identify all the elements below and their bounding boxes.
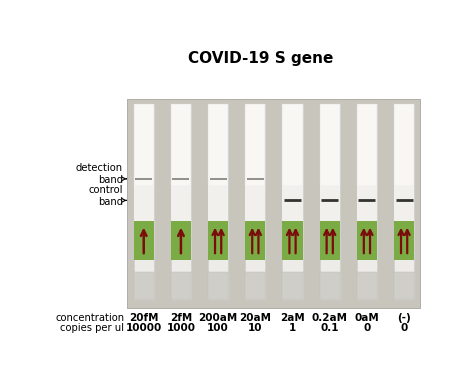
- Text: 100: 100: [207, 322, 229, 333]
- Text: 0: 0: [363, 322, 371, 333]
- Text: 0.1: 0.1: [320, 322, 339, 333]
- Bar: [357, 104, 377, 299]
- Bar: [357, 221, 377, 260]
- Bar: [171, 186, 191, 221]
- Bar: [394, 221, 414, 260]
- Bar: [245, 186, 265, 221]
- Bar: [319, 272, 340, 299]
- Bar: [283, 272, 302, 299]
- Text: 10000: 10000: [126, 322, 162, 333]
- Bar: [245, 221, 265, 260]
- Bar: [134, 104, 154, 299]
- Bar: [319, 104, 340, 299]
- Bar: [171, 104, 191, 299]
- Bar: [208, 104, 228, 186]
- Text: detection
band: detection band: [76, 163, 123, 185]
- Text: 2fM: 2fM: [170, 314, 192, 323]
- Bar: [171, 104, 191, 186]
- Bar: [245, 272, 265, 299]
- Text: 1000: 1000: [166, 322, 195, 333]
- Bar: [245, 104, 265, 186]
- Text: copies per ul: copies per ul: [60, 322, 124, 333]
- Text: 10: 10: [248, 322, 263, 333]
- Text: 0.2aM: 0.2aM: [312, 314, 348, 323]
- Text: 2aM: 2aM: [280, 314, 305, 323]
- Text: 200aM: 200aM: [199, 314, 238, 323]
- Bar: [245, 104, 265, 299]
- Bar: [208, 186, 228, 221]
- Bar: [134, 221, 154, 260]
- Bar: [319, 186, 340, 221]
- Bar: [134, 272, 154, 299]
- Bar: [357, 186, 377, 221]
- Bar: [134, 186, 154, 221]
- Bar: [394, 104, 414, 299]
- Bar: [319, 104, 340, 186]
- Bar: [134, 104, 154, 186]
- Bar: [171, 221, 191, 260]
- Bar: [171, 272, 191, 299]
- Bar: [394, 104, 414, 186]
- Bar: [283, 104, 302, 299]
- Text: 0: 0: [401, 322, 408, 333]
- Bar: [357, 272, 377, 299]
- Text: 0aM: 0aM: [355, 314, 379, 323]
- Bar: [128, 99, 420, 308]
- Bar: [283, 104, 302, 186]
- Bar: [394, 272, 414, 299]
- Text: 20fM: 20fM: [129, 314, 158, 323]
- Text: 1: 1: [289, 322, 296, 333]
- Text: control
band: control band: [88, 185, 123, 206]
- Text: (-): (-): [397, 314, 411, 323]
- Text: COVID-19 S gene: COVID-19 S gene: [188, 50, 333, 66]
- Bar: [394, 186, 414, 221]
- Bar: [208, 221, 228, 260]
- Text: concentration: concentration: [55, 314, 124, 323]
- Bar: [208, 272, 228, 299]
- Bar: [283, 186, 302, 221]
- Bar: [319, 221, 340, 260]
- Bar: [208, 104, 228, 299]
- Text: 20aM: 20aM: [239, 314, 271, 323]
- Bar: [357, 104, 377, 186]
- Bar: [283, 221, 302, 260]
